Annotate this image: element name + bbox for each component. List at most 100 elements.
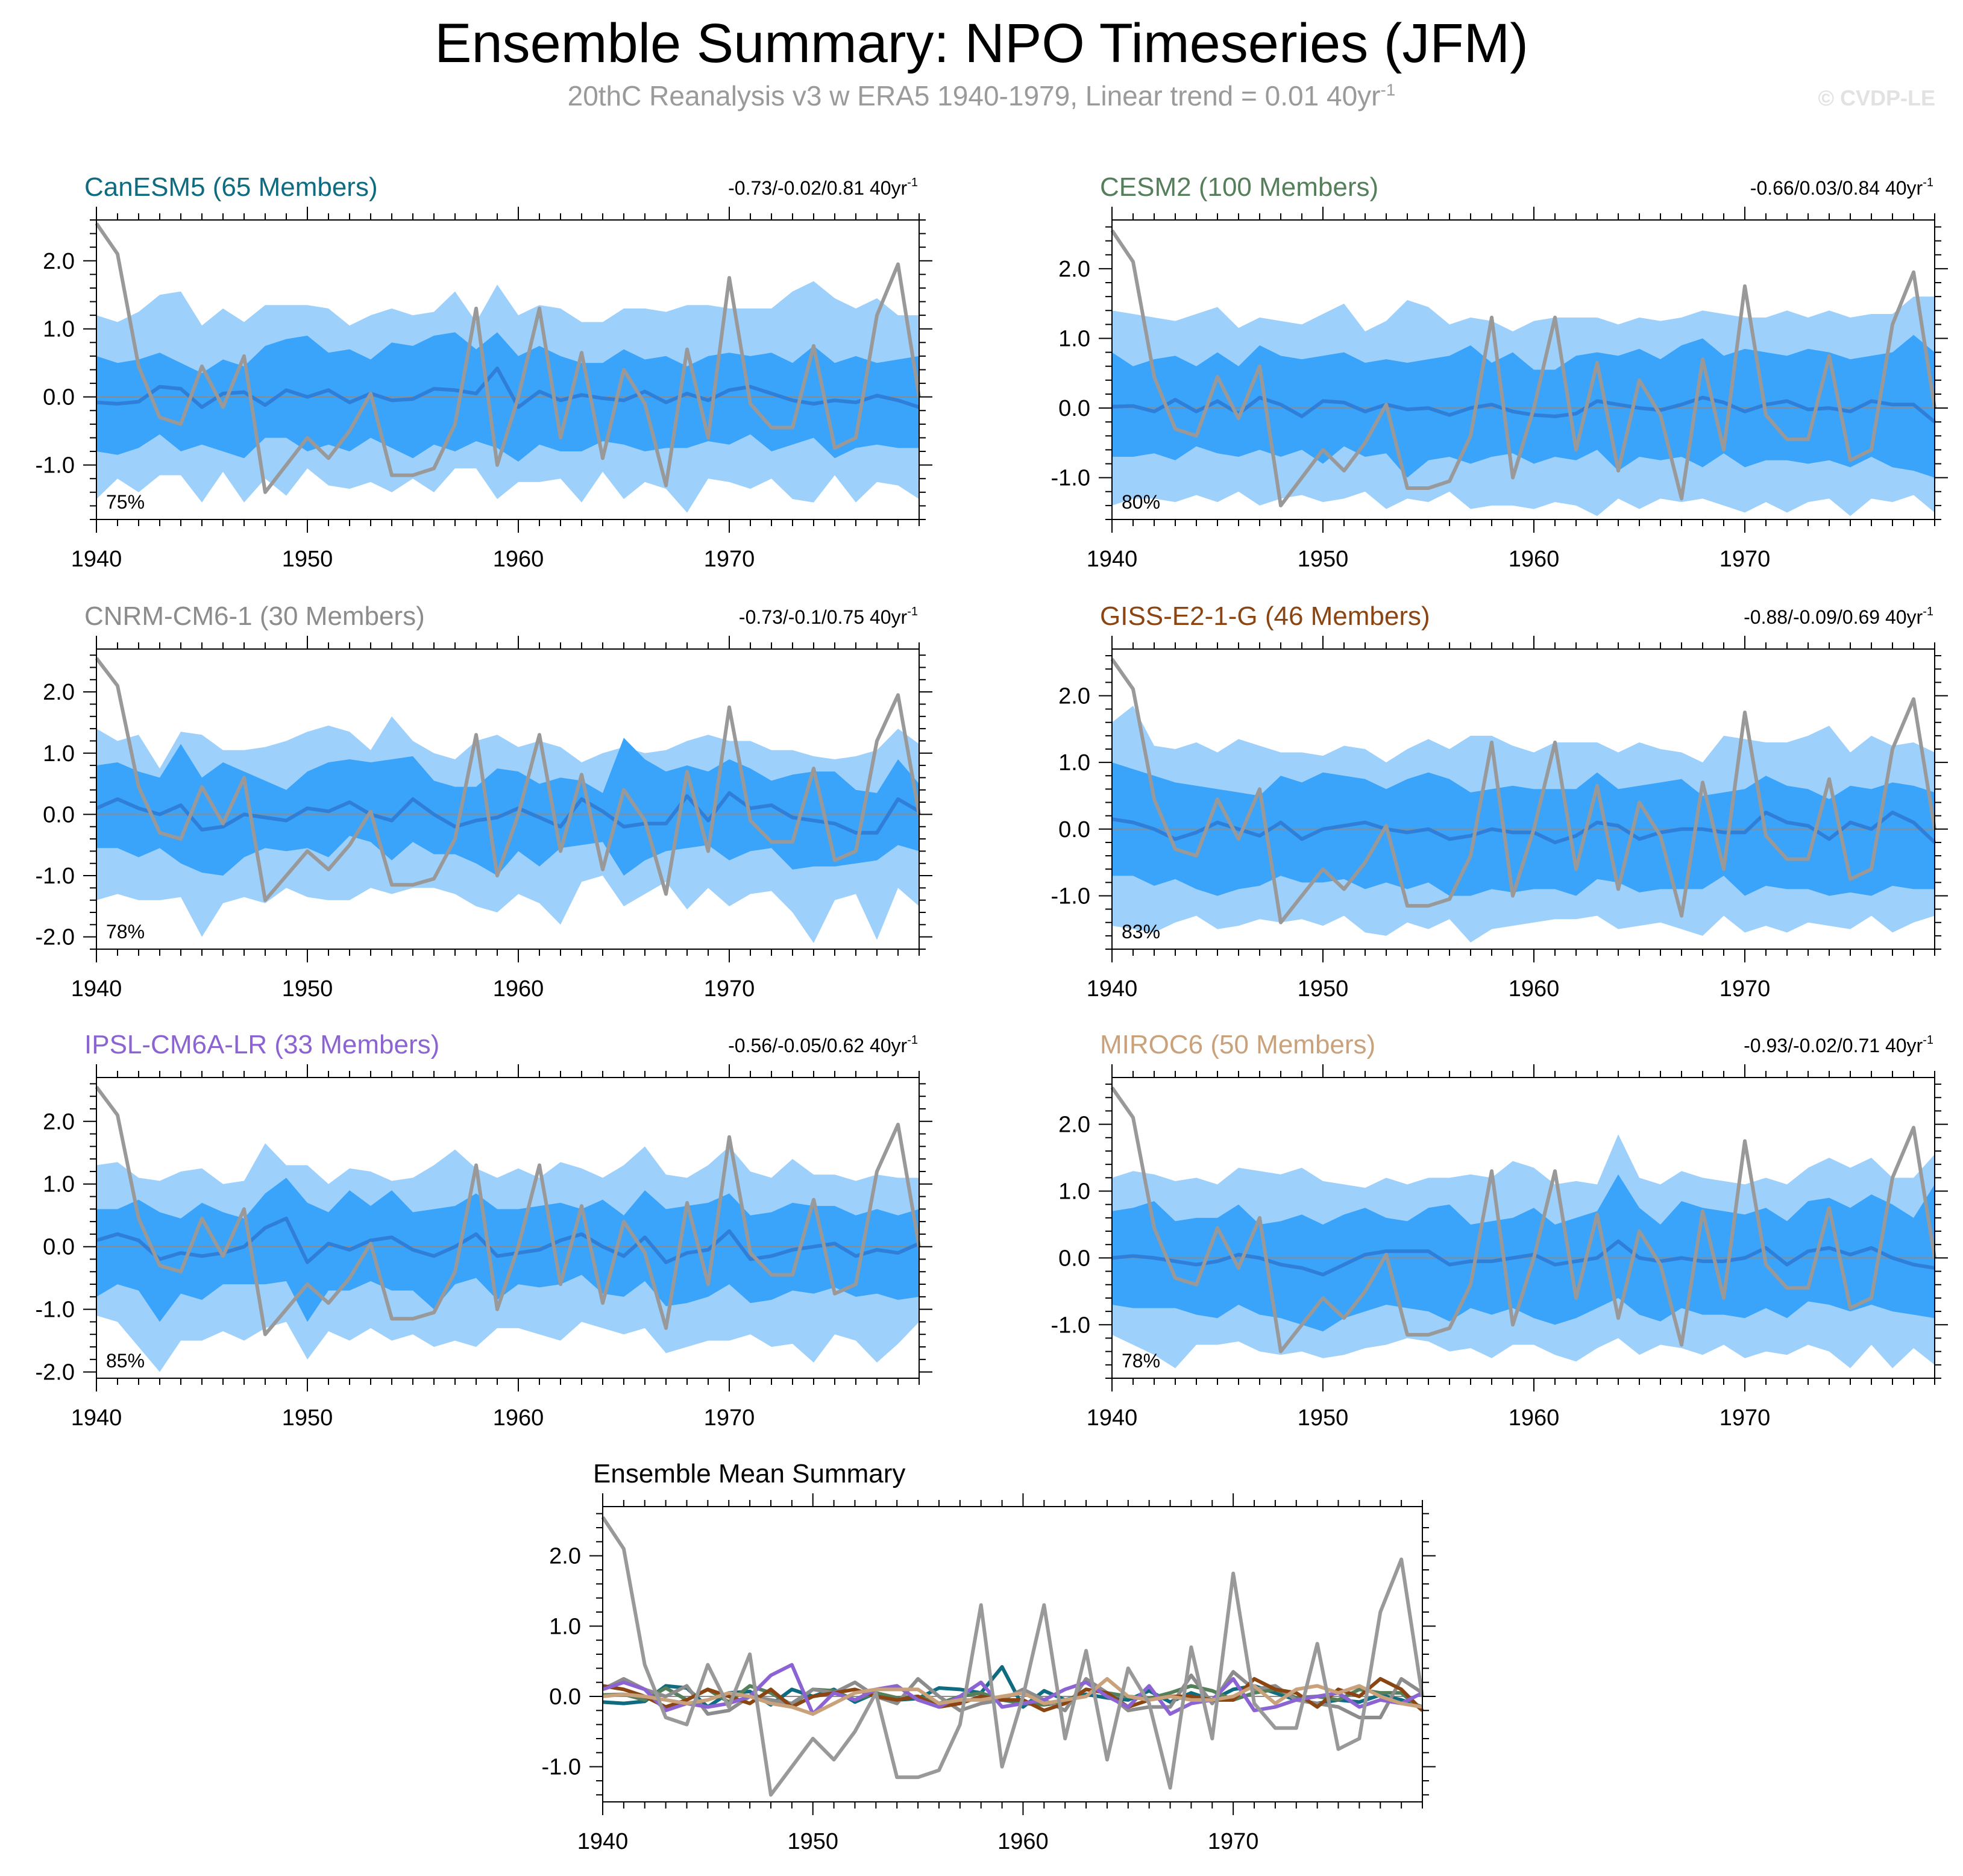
y-tick-label: 0.0 (549, 1684, 581, 1710)
x-tick-label: 1970 (1720, 1405, 1771, 1431)
y-tick-label: 2.0 (1058, 257, 1090, 282)
x-tick-label: 1960 (1509, 1405, 1560, 1431)
x-tick-label: 1950 (1298, 1405, 1349, 1431)
x-tick-label: 1960 (1509, 547, 1560, 572)
panel-title-cnrm-cm6-1: CNRM-CM6-1 (30 Members) (84, 601, 425, 631)
y-tick-label: -2.0 (36, 1360, 75, 1385)
x-tick-label: 1960 (493, 547, 544, 572)
y-tick-label: 2.0 (1058, 683, 1090, 709)
y-tick-label: 1.0 (43, 741, 75, 767)
observed-line-ipsl-cm6a-lr (95, 1085, 921, 1337)
y-tick-label: 0.0 (1058, 396, 1090, 421)
x-tick-label: 1940 (1087, 547, 1138, 572)
y-tick-label: 2.0 (43, 680, 75, 705)
page-title: Ensemble Summary: NPO Timeseries (JFM) (435, 13, 1528, 74)
x-tick-label: 1940 (71, 976, 122, 1002)
y-tick-label: 2.0 (43, 1109, 75, 1135)
percent-label-cesm2: 80% (1122, 491, 1160, 513)
ensemble-mean-line-cnrm-cm6-1 (95, 791, 920, 835)
observed-line-ensemble-mean-summary (601, 1516, 1424, 1797)
percent-label-ipsl-cm6a-lr: 85% (106, 1350, 145, 1372)
y-tick-label: 1.0 (43, 1172, 75, 1197)
panel-title-cesm2: CESM2 (100 Members) (1100, 172, 1378, 202)
x-tick-label: 1960 (997, 1829, 1049, 1854)
y-tick-label: 1.0 (43, 317, 75, 342)
trend-unit: 40yr (1885, 1035, 1923, 1056)
subtitle-text: 20thC Reanalysis v3 w ERA5 1940-1979, Li… (567, 80, 1381, 111)
band-inner-miroc6 (1112, 1174, 1935, 1332)
panel-title-giss-e2-1-g: GISS-E2-1-G (46 Members) (1100, 601, 1430, 631)
percent-label-cnrm-cm6-1: 78% (106, 921, 145, 943)
trend-range-cnrm-cm6-1: -0.73/-0.1/0.75 40yr-1 (739, 605, 918, 628)
trend-unit: 40yr (870, 1035, 908, 1056)
y-tick-label: -1.0 (542, 1755, 581, 1780)
trend-unit-sup: -1 (907, 605, 918, 618)
x-tick-label: 1960 (493, 1405, 544, 1431)
axes-frame-giss-e2-1-g (1111, 648, 1935, 950)
y-tick-label: 0.0 (43, 802, 75, 827)
y-tick-label: -1.0 (36, 864, 75, 889)
x-tick-label: 1950 (1298, 547, 1349, 572)
trend-unit-sup: -1 (1923, 176, 1933, 189)
trend-unit: 40yr (870, 606, 908, 628)
trend-unit: 40yr (1885, 606, 1923, 628)
ensemble-mean-line-ipsl-cm6a-lr (96, 1216, 920, 1264)
observed-line-giss-e2-1-g (1110, 657, 1936, 924)
y-tick-label: 1.0 (1058, 750, 1090, 776)
y-tick-label: 1.0 (549, 1614, 581, 1639)
y-tick-label: -1.0 (1051, 1313, 1090, 1338)
x-tick-label: 1970 (1720, 547, 1771, 572)
panel-cnrm-cm6-1: 1940 1950 1960 1970 2.0 1.0 0.0 -1.0 -2.0 CNRM-CM… (36, 601, 932, 1002)
page-subtitle: 20thC Reanalysis v3 w ERA5 1940-1979, Li… (0, 80, 1963, 112)
trend-unit: 40yr (870, 177, 908, 199)
observed-line-cesm2 (1110, 229, 1936, 507)
x-tick-label: 1960 (493, 976, 544, 1002)
x-tick-label: 1940 (577, 1829, 629, 1854)
panel-title-ipsl-cm6a-lr: IPSL-CM6A-LR (33 Members) (84, 1030, 439, 1059)
panel-giss-e2-1-g: 1940 1950 1960 1970 2.0 1.0 0.0 -1.0 GISS-E2-1-G… (1051, 601, 1948, 1002)
axes-frame-cesm2 (1111, 219, 1935, 520)
x-tick-label: 1970 (704, 547, 755, 572)
y-tick-label: 0.0 (43, 385, 75, 410)
trend-value: -0.88/-0.09/0.69 (1744, 606, 1885, 628)
trend-unit-sup: -1 (1923, 1034, 1933, 1047)
axes-frame-ipsl-cm6a-lr (96, 1077, 920, 1379)
x-tick-label: 1940 (71, 547, 122, 572)
percent-label-canesm5: 75% (106, 491, 145, 513)
x-tick-label: 1940 (71, 1405, 122, 1431)
y-tick-label: 0.0 (1058, 817, 1090, 842)
subtitle-superscript: -1 (1380, 80, 1396, 99)
x-tick-label: 1960 (1509, 976, 1560, 1002)
observed-line-cnrm-cm6-1 (95, 657, 921, 902)
series-line-miroc6 (602, 1677, 1423, 1716)
panel-miroc6: 1940 1950 1960 1970 2.0 1.0 0.0 -1.0 MIROC6 (50 … (1051, 1030, 1948, 1431)
ensemble-mean-line-canesm5 (96, 366, 920, 409)
band-inner-ipsl-cm6a-lr (96, 1178, 919, 1322)
y-tick-label: -1.0 (1051, 883, 1090, 909)
band-inner-cnrm-cm6-1 (96, 738, 919, 876)
axes-frame-ensemble-mean-summary (602, 1506, 1423, 1802)
x-tick-label: 1970 (1720, 976, 1771, 1002)
cvdp-watermark: © CVDP-LE (1818, 86, 1935, 110)
x-tick-label: 1950 (787, 1829, 838, 1854)
y-tick-label: -1.0 (1051, 466, 1090, 491)
panel-title-miroc6: MIROC6 (50 Members) (1100, 1030, 1375, 1059)
trend-value: -0.93/-0.02/0.71 (1744, 1035, 1885, 1056)
trend-range-canesm5: -0.73/-0.02/0.81 40yr-1 (728, 176, 918, 199)
trend-unit-sup: -1 (1923, 605, 1933, 618)
x-tick-label: 1950 (282, 1405, 333, 1431)
x-tick-label: 1950 (282, 547, 333, 572)
y-tick-label: 1.0 (1058, 326, 1090, 351)
trend-unit-sup: -1 (907, 176, 918, 189)
ensemble-mean-line-giss-e2-1-g (1111, 811, 1936, 844)
trend-value: -0.66/0.03/0.84 (1750, 177, 1885, 199)
panel-title-ensemble-mean-summary: Ensemble Mean Summary (593, 1459, 905, 1489)
panel-cesm2: 1940 1950 1960 1970 2.0 1.0 0.0 -1.0 CESM2 (100 … (1051, 172, 1948, 572)
trend-value: -0.73/-0.02/0.81 (728, 177, 870, 199)
y-tick-label: 1.0 (1058, 1179, 1090, 1205)
panel-ipsl-cm6a-lr: 1940 1950 1960 1970 2.0 1.0 0.0 -1.0 -2.0 IPSL-CM… (36, 1030, 932, 1431)
x-tick-label: 1950 (1298, 976, 1349, 1002)
y-tick-label: -1.0 (36, 453, 75, 478)
y-tick-label: 0.0 (1058, 1246, 1090, 1271)
trend-unit-sup: -1 (907, 1034, 918, 1047)
